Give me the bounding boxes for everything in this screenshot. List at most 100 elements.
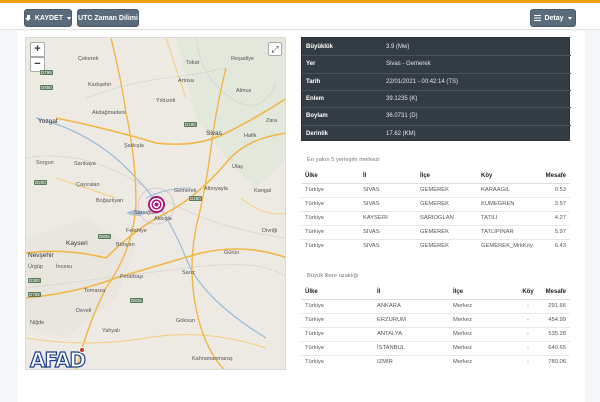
- table-cell: GEMEREK: [416, 182, 477, 197]
- table-cell: 5.97: [536, 224, 570, 239]
- utc-button-label: UTC Zaman Dilimi: [78, 14, 138, 22]
- table-cell: GEMEREK: [416, 196, 477, 211]
- table-cell: SIVAS: [359, 238, 416, 253]
- detail-row-depth: Derinlik 17.62 (KM): [302, 124, 571, 142]
- epicenter-marker-icon[interactable]: [148, 196, 165, 213]
- table-row: Türkiye ERZURUM Merkez - 454.99: [301, 312, 570, 327]
- column-header: Köy: [515, 285, 537, 300]
- table-cell: Türkiye: [301, 224, 359, 239]
- table-row: Türkiye SIVAS GEMEREK KUMEGREN 3.57: [301, 196, 570, 211]
- detail-row-location: Yer Sivas - Gemerek: [302, 55, 571, 72]
- earthquake-map[interactable]: + − ⤢ Çekerek Tokat Reşadiye Almus Artov…: [25, 37, 286, 370]
- nearest-settlements-table: Ülke İl İlçe Köy Mesafe Türkiye SIVAS GE…: [301, 169, 570, 253]
- detail-button[interactable]: Detay: [530, 9, 576, 27]
- caret-down-icon: [67, 16, 71, 20]
- column-header: Mesafe: [536, 169, 570, 184]
- table-cell: Türkiye: [301, 196, 359, 211]
- road-badge: D260: [189, 196, 202, 201]
- table-cell: 780.06: [537, 354, 570, 369]
- earthquake-details-panel: Büyüklük 3.9 (Mw) Yer Sivas - Gemerek Ta…: [301, 37, 571, 142]
- map-label: Kadışehri: [88, 82, 112, 88]
- map-label: Kangal: [254, 188, 272, 194]
- detail-key: Tarih: [306, 78, 321, 85]
- utc-timezone-button[interactable]: UTC Zaman Dilimi: [77, 9, 139, 27]
- map-label: Zara: [266, 118, 278, 124]
- table-row: Türkiye ANKARA Merkez - 291.66: [301, 298, 570, 313]
- table-cell: Türkiye: [301, 182, 359, 197]
- map-label: İncesu: [56, 264, 73, 270]
- afad-logo-dot: [79, 347, 85, 353]
- map-label: Artova: [178, 78, 194, 84]
- map-label: Akkışla: [154, 216, 172, 222]
- table-cell: 4.27: [536, 210, 570, 225]
- detail-value: 39.1235 (K): [386, 96, 418, 103]
- table-cell: ANKARA: [373, 298, 449, 313]
- table-cell: Türkiye: [301, 210, 359, 225]
- zoom-in-button[interactable]: +: [30, 42, 45, 57]
- detail-key: Enlem: [306, 96, 325, 103]
- road-badge: D200: [34, 180, 47, 185]
- table-cell: 291.66: [537, 298, 570, 313]
- table-cell: İSTANBUL: [373, 340, 449, 355]
- table-cell: -: [515, 340, 537, 355]
- road-badge: D180: [184, 122, 197, 127]
- map-label: Yıldızeli: [156, 98, 176, 104]
- table-cell: Merkez: [449, 354, 515, 369]
- table-header-row: Ülke İl İlçe Köy Mesafe: [301, 169, 570, 184]
- map-label: Boğazlıyan: [96, 198, 124, 204]
- table-header-row: Ülke İl İlçe Köy Mesafe: [301, 285, 570, 300]
- column-header: Ülke: [301, 285, 373, 300]
- column-header: Mesafe: [537, 285, 570, 300]
- table-cell: -: [515, 354, 537, 369]
- detail-value: 17.62 (KM): [386, 130, 416, 137]
- zoom-out-button[interactable]: −: [30, 57, 45, 72]
- detail-key: Yer: [306, 61, 316, 68]
- caret-down-icon: [567, 16, 572, 20]
- map-label: Sarıkaya: [74, 161, 96, 167]
- map-label: Ulaş: [232, 164, 244, 170]
- map-label: Şarkışla: [124, 143, 144, 149]
- table-cell: 3.57: [536, 196, 570, 211]
- road-badge: D795: [40, 70, 53, 75]
- detail-key: Büyüklük: [306, 43, 334, 50]
- table-cell: Merkez: [449, 298, 515, 313]
- column-header: İlçe: [449, 285, 515, 300]
- table-cell: 640.65: [537, 340, 570, 355]
- road-badge: D815: [130, 298, 143, 303]
- table-cell: SIVAS: [359, 224, 416, 239]
- save-button[interactable]: KAYDET: [24, 9, 72, 27]
- table-cell: ERZURUM: [373, 312, 449, 327]
- table-cell: SIVAS: [359, 182, 416, 197]
- column-header: İl: [373, 285, 449, 300]
- table-cell: KAYSERI: [359, 210, 416, 225]
- detail-value: 3.9 (Mw): [386, 43, 410, 50]
- map-label: Felahiye: [126, 228, 147, 234]
- map-label: Yozgat: [38, 118, 58, 125]
- map-label: Develi: [76, 308, 92, 314]
- table-row: Türkiye SIVAS GEMEREK KARAAGIL 0.53: [301, 182, 570, 197]
- map-label: Tokat: [186, 60, 200, 66]
- detail-key: Boylam: [306, 113, 328, 120]
- column-header: Köy: [477, 169, 536, 184]
- map-label: Akdağmadeni: [92, 110, 126, 116]
- table-cell: TATLIPINAR: [477, 224, 536, 239]
- map-label: Çayıralan: [76, 182, 100, 188]
- road-badge: D300: [28, 278, 41, 283]
- table-row: Türkiye SIVAS GEMEREK GEMEREK_MrkKöy 6.4…: [301, 238, 570, 253]
- map-label: Reşadiye: [231, 56, 254, 62]
- table-cell: Türkiye: [301, 238, 359, 253]
- map-label: Bünyan: [116, 242, 135, 248]
- table-row: Türkiye KAYSERI SARIOGLAN TATILI 4.27: [301, 210, 570, 225]
- table-cell: GEMEREK: [416, 224, 477, 239]
- nearest-settlements-title: En yakın 5 yerleşim merkezi: [307, 157, 380, 163]
- fullscreen-icon[interactable]: ⤢: [268, 42, 282, 56]
- table-cell: KARAAGIL: [477, 182, 536, 197]
- map-label: Sivas: [206, 130, 222, 137]
- table-cell: Türkiye: [301, 298, 373, 313]
- table-row: Türkiye IZMIR Merkez - 780.06: [301, 354, 570, 369]
- map-label: Tomarza: [84, 288, 106, 294]
- map-label: Ürgüp: [28, 264, 43, 270]
- detail-row-magnitude: Büyüklük 3.9 (Mw): [302, 38, 571, 55]
- map-label: Sarız: [182, 270, 195, 276]
- city-distances-table: Ülke İl İlçe Köy Mesafe Türkiye ANKARA M…: [301, 285, 570, 369]
